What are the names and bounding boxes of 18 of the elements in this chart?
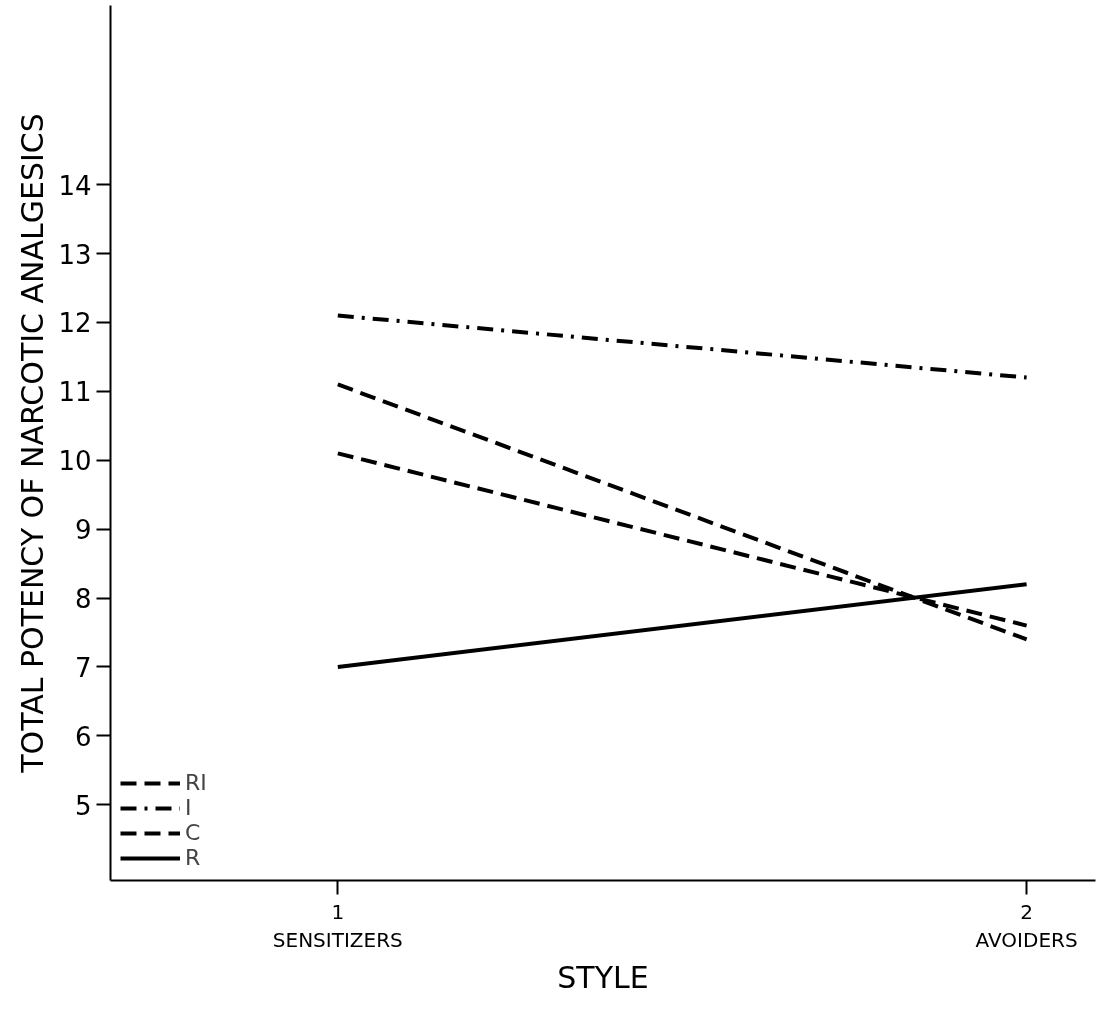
y-tick-label: 10	[58, 446, 92, 477]
legend-label: R	[185, 845, 202, 870]
x-axis-title: STYLE	[557, 960, 649, 996]
legend-label: I	[185, 795, 193, 820]
y-tick-label: 8	[74, 584, 92, 615]
y-tick-label: 6	[74, 721, 92, 752]
x-tick-label: 2 AVOIDERS	[975, 899, 1078, 953]
y-tick-label: 13	[58, 239, 92, 270]
y-tick-label: 11	[58, 377, 92, 408]
y-axis-title: TOTAL POTENCY OF NARCOTIC ANALGESICS	[15, 113, 51, 774]
y-tick-label: 5	[74, 790, 92, 821]
y-tick-label: 7	[74, 652, 92, 683]
y-tick-label: 14	[58, 170, 92, 201]
y-tick-label: 9	[74, 515, 92, 546]
legend-label: RI	[185, 770, 207, 795]
y-tick-label: 12	[58, 308, 92, 339]
legend-label: C	[185, 820, 202, 845]
x-tick-label: 1 SENSITIZERS	[272, 899, 403, 953]
